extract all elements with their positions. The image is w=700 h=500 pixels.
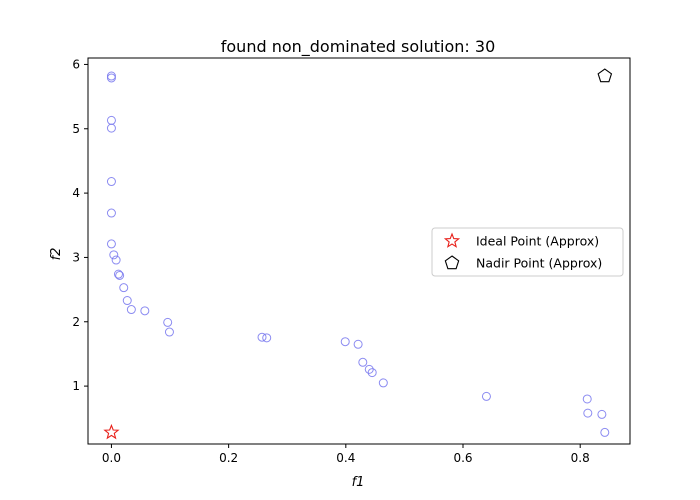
x-tick-label: 0.8 bbox=[571, 451, 590, 465]
legend-entry-label: Ideal Point (Approx) bbox=[476, 234, 599, 249]
data-point bbox=[582, 394, 592, 404]
plot-frame bbox=[87, 57, 631, 445]
data-point bbox=[122, 296, 132, 306]
nadir-point-marker bbox=[597, 68, 613, 83]
data-point bbox=[113, 269, 123, 279]
y-tick-label: 3 bbox=[72, 250, 80, 264]
data-point bbox=[106, 177, 116, 187]
data-point bbox=[583, 408, 593, 418]
y-tick-label: 2 bbox=[72, 315, 80, 329]
x-tick-label: 0.2 bbox=[219, 451, 238, 465]
data-point bbox=[115, 270, 125, 280]
x-tick-label: 0.0 bbox=[102, 451, 121, 465]
data-point bbox=[358, 357, 368, 367]
data-point bbox=[164, 327, 174, 337]
data-point bbox=[109, 250, 119, 260]
chart-title: found non_dominated solution: 30 bbox=[221, 37, 496, 57]
data-point bbox=[119, 283, 129, 293]
data-point bbox=[262, 333, 272, 343]
data-point bbox=[367, 368, 377, 378]
data-point bbox=[600, 427, 610, 437]
legend: Ideal Point (Approx) Nadir Point (Approx) bbox=[431, 227, 624, 277]
y-tick-label: 1 bbox=[72, 379, 80, 393]
plot-area: 0.0 0.2 0.4 0.6 0.8 1 2 3 4 5 6 bbox=[72, 57, 631, 465]
y-axis-label: f2 bbox=[49, 248, 64, 261]
legend-box bbox=[431, 227, 624, 277]
data-point bbox=[106, 123, 116, 133]
data-point bbox=[353, 339, 363, 349]
y-tick-label: 6 bbox=[72, 57, 80, 71]
data-point bbox=[257, 332, 267, 342]
data-point bbox=[340, 337, 350, 347]
x-tick-label: 0.4 bbox=[336, 451, 355, 465]
legend-pentagon-icon bbox=[444, 255, 460, 270]
y-tick-label: 5 bbox=[72, 122, 80, 136]
data-point bbox=[111, 255, 121, 265]
legend-star-icon bbox=[443, 232, 461, 248]
data-point bbox=[378, 378, 388, 388]
data-point bbox=[106, 239, 116, 249]
ideal-point-marker bbox=[103, 423, 120, 440]
data-point bbox=[126, 305, 136, 315]
legend-entry-label: Nadir Point (Approx) bbox=[476, 256, 602, 271]
x-axis-label: f1 bbox=[352, 475, 365, 490]
data-point bbox=[106, 73, 116, 83]
data-point bbox=[163, 317, 173, 327]
data-point bbox=[106, 208, 116, 218]
data-point bbox=[364, 364, 374, 374]
data-point bbox=[481, 391, 491, 401]
x-tick-label: 0.6 bbox=[453, 451, 472, 465]
data-point bbox=[597, 409, 607, 419]
y-tick-label: 4 bbox=[72, 186, 80, 200]
data-point bbox=[140, 306, 150, 316]
